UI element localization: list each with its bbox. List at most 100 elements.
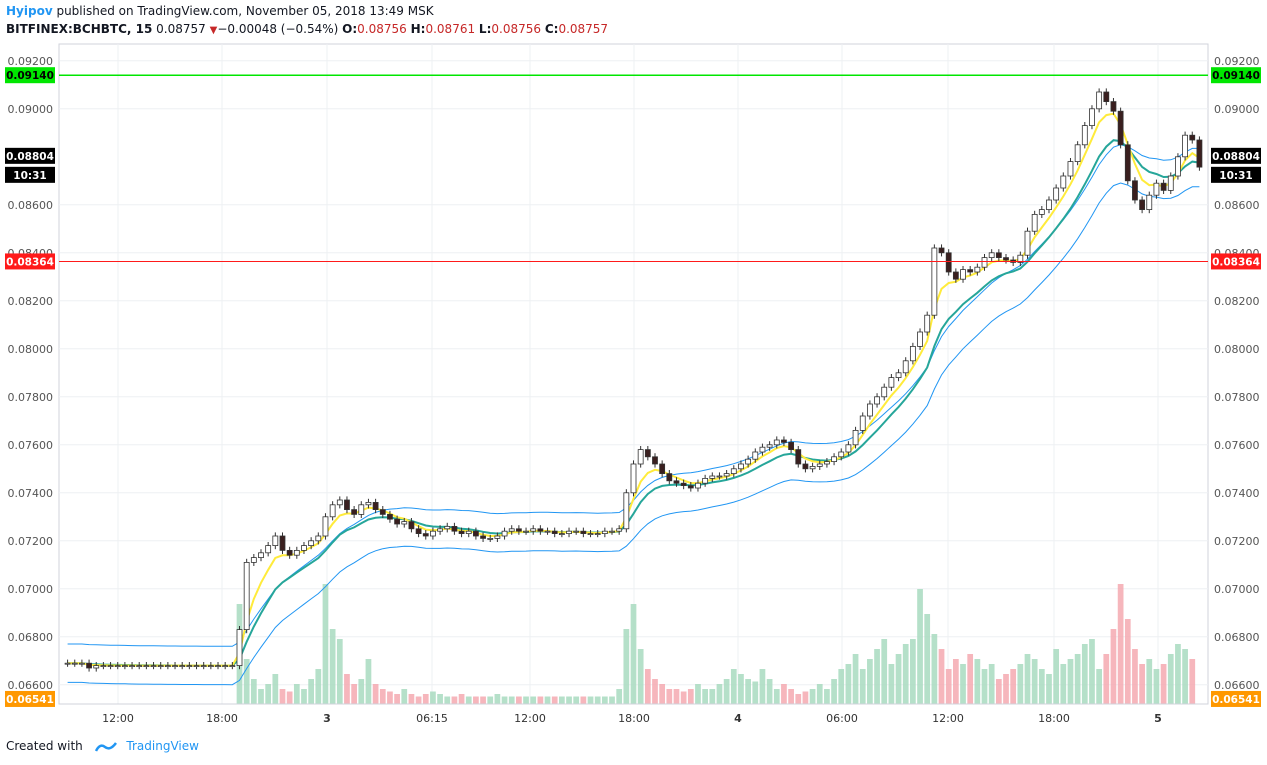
candle-body [1089,108,1095,127]
candle-body [530,528,537,532]
volume-bar [1103,654,1110,704]
volume-bar [802,691,809,704]
volume-bar [329,629,336,704]
y-tick-label-left: 0.07400 [8,487,54,500]
volume-bar [781,684,787,704]
volume-bar [1182,649,1188,704]
volume-bar [809,689,816,704]
candle-body [422,533,429,537]
candle-body [301,545,307,551]
candle-body [659,463,666,474]
volume-bar [315,669,322,704]
candle-body [824,461,830,465]
candle-body [1031,213,1038,232]
x-tick-label: 12:00 [514,712,546,725]
volume-bar [387,691,393,704]
volume-bar [272,674,279,704]
y-tick-label-left: 0.08200 [8,295,54,308]
y-tick-label-left: 0.09200 [8,55,54,68]
candle-body [1067,161,1074,177]
candle-body [967,269,974,273]
candle-body [465,530,472,535]
candle-body [859,415,866,431]
volume-bar [924,614,931,704]
volume-bar [895,654,902,704]
volume-bar [666,689,673,704]
candle-body [401,521,408,525]
candle-body [200,665,207,667]
x-tick-label: 18:00 [206,712,238,725]
candle-body [408,521,415,530]
author-link[interactable]: Hyipov [6,4,53,18]
volume-bar [544,696,551,704]
candle-body [437,528,443,532]
y-tick-label-right: 0.06600 [1214,679,1260,692]
y-tick-label-right: 0.06800 [1214,631,1260,644]
x-tick-label: 5 [1154,712,1162,725]
volume-bar [702,689,709,704]
tradingview-link[interactable]: TradingView [126,739,199,753]
candle-body [1117,110,1124,146]
bottom-price-tag-left: 0.06541 [6,694,54,706]
candle-body [802,463,809,470]
y-tick-label-right: 0.08000 [1214,343,1260,356]
candle-body [709,475,716,479]
x-tick-label: 18:00 [618,712,650,725]
volume-bar [451,696,458,704]
volume-bar [1003,674,1009,704]
volume-bar [408,694,415,704]
candle-body [358,504,365,515]
candle-body [960,269,966,280]
y-tick-label-right: 0.07400 [1214,487,1260,500]
volume-bar [1081,644,1088,704]
candle-body [609,530,615,533]
candle-body [623,492,630,530]
y-tick-label-left: 0.07000 [8,583,54,596]
candle-body [229,665,236,667]
candle-body [86,662,92,669]
volume-bar [723,679,730,704]
y-tick-label-right: 0.08200 [1214,295,1260,308]
candle-body [1096,91,1103,110]
x-tick-label: 18:00 [1038,712,1070,725]
candle-body [924,314,931,333]
volume-bar [816,684,823,704]
y-tick-label-right: 0.07600 [1214,439,1260,452]
ema-mid-line [67,139,1200,667]
volume-bar [501,696,508,704]
volume-bar [1089,639,1095,704]
volume-bar [788,689,794,704]
candle-body [587,533,594,535]
x-tick-label: 06:00 [826,712,858,725]
candle-body [1024,230,1031,256]
candle-body [415,528,422,534]
volume-bar [1038,669,1045,704]
volume-bar [1117,584,1124,704]
volume-bar [1074,654,1081,704]
candle-body [809,465,816,470]
candle-body [673,480,680,484]
current-price-tag-right-bg [1211,147,1261,164]
volume-bar [1010,669,1017,704]
x-tick-label: 4 [734,712,742,725]
candle-body [816,463,823,467]
tradingview-logo-icon [94,741,117,752]
candle-body [773,439,780,446]
candle-body [1196,139,1203,168]
volume-bar [1175,644,1181,704]
candle-body [1189,134,1196,141]
volume-bar [1053,649,1060,704]
candle-body [179,665,186,667]
candle-body [558,533,565,535]
candle-body [71,662,78,665]
volume-bar [888,664,895,704]
low-value: 0.08756 [491,22,541,36]
support-price-tag-right: 0.08364 [1212,256,1260,268]
countdown-tag-right-bg [1211,166,1261,183]
candle-body [1103,91,1110,102]
low-label: L: [478,22,492,36]
volume-bar [401,689,408,704]
candle-body [974,266,981,273]
volume-bar [437,694,443,704]
